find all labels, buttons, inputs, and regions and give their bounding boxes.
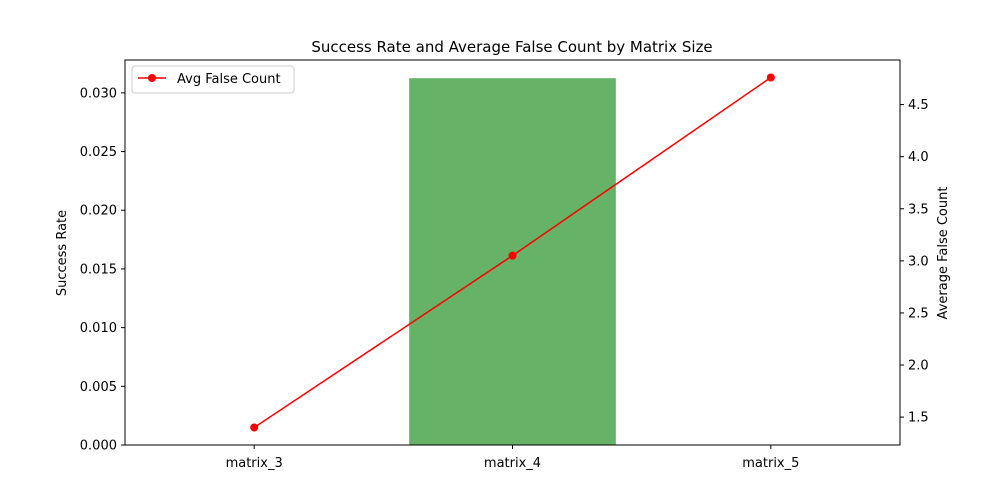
x-tick-label: matrix_3 (226, 456, 283, 471)
y-axis-right: 1.5 2.0 2.5 3.0 3.5 4.0 4.5 (900, 98, 929, 426)
legend-label: Avg False Count (177, 72, 281, 87)
x-tick-label: matrix_5 (742, 456, 799, 471)
legend: Avg False Count (131, 65, 295, 94)
y-left-tick-label: 0.015 (80, 262, 117, 277)
y-axis-right-label: Average False Count (936, 187, 951, 320)
y-left-tick-label: 0.030 (80, 86, 117, 101)
y-right-tick-label: 2.5 (908, 306, 929, 321)
chart-title: Success Rate and Average False Count by … (311, 38, 712, 56)
x-axis: matrix_3 matrix_4 matrix_5 (226, 445, 799, 471)
y-left-tick-label: 0.025 (80, 145, 117, 160)
line-point-matrix_5 (766, 73, 775, 82)
legend-box (131, 65, 295, 94)
legend-marker-swatch (148, 74, 156, 82)
line-point-matrix_4 (508, 251, 517, 260)
y-right-tick-label: 4.5 (908, 98, 929, 113)
y-left-tick-label: 0.020 (80, 204, 117, 219)
bars-layer (409, 78, 616, 445)
line-layer (250, 73, 775, 432)
y-right-tick-label: 3.0 (908, 254, 929, 269)
y-left-tick-label: 0.005 (80, 380, 117, 395)
x-tick-label: matrix_4 (484, 456, 541, 471)
line-point-matrix_3 (250, 423, 259, 432)
y-right-tick-label: 2.0 (908, 359, 929, 374)
y-axis-left-label: Success Rate (55, 210, 70, 296)
y-right-tick-label: 3.5 (908, 202, 929, 217)
y-right-tick-label: 1.5 (908, 411, 929, 426)
y-axis-left: 0.000 0.005 0.010 0.015 0.020 0.025 0.030 (80, 86, 125, 454)
y-left-tick-label: 0.000 (80, 439, 117, 454)
y-left-tick-label: 0.010 (80, 321, 117, 336)
bar-matrix_4 (409, 78, 616, 445)
y-right-tick-label: 4.0 (908, 150, 929, 165)
